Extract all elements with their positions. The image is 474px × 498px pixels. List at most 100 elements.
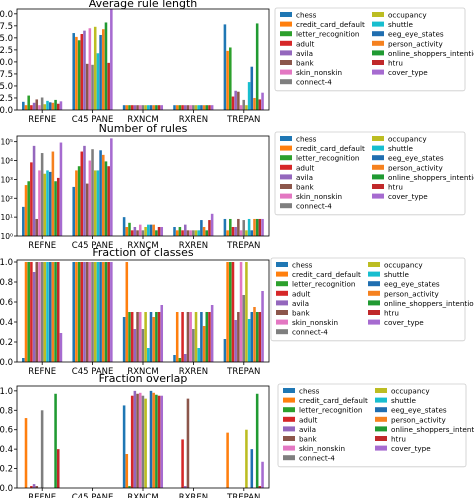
bar-shuttle-rxncm xyxy=(147,348,150,362)
bar-eeg_eye_states-refne xyxy=(48,102,52,110)
legend-label-credit_card_default: credit_card_default xyxy=(296,144,365,153)
legend-swatch-connect-4 xyxy=(280,79,292,85)
bar-htru-trepan xyxy=(258,312,262,362)
bar-skin_nonskin-rxren xyxy=(189,230,192,236)
bar-bank-refne xyxy=(35,486,39,488)
bar-online_shoppers_intention-rxncm xyxy=(155,230,158,236)
bar-chess-rxren xyxy=(173,355,176,362)
bar-shuttle-rxncm xyxy=(147,105,150,110)
legend-swatch-chess xyxy=(280,136,292,141)
legend-label-adult: adult xyxy=(296,39,315,48)
bar-bank-refne xyxy=(35,218,39,236)
bar-chess-c45-pane xyxy=(72,33,75,110)
bar-occupancy-rxren xyxy=(194,105,198,110)
legend: chesscredit_card_defaultletter_recogniti… xyxy=(270,257,474,342)
bar-htru-c45-pane xyxy=(107,262,110,362)
bar-online_shoppers_intention-rxren xyxy=(205,105,209,110)
bar-person_activity-rxren xyxy=(202,326,206,362)
bar-occupancy-c45-pane xyxy=(93,262,97,362)
legend-label-bank: bank xyxy=(296,183,315,192)
legend-label-bank: bank xyxy=(296,59,315,68)
x-tick-label: C45 PANE xyxy=(72,367,114,377)
bar-avila-c45-pane xyxy=(83,145,86,236)
bar-avila-rxren xyxy=(183,354,187,362)
bar-letter_recognition-rxncm xyxy=(128,312,131,362)
bar-cover_type-trepan xyxy=(261,92,264,110)
legend-label-person_activity: person_activity xyxy=(384,289,439,298)
y-tick-label: 12.5 xyxy=(0,46,13,56)
chart-panel-3: Fraction of classes 0.0 0.2 0.4 0.6 0.8 1.0 REF… xyxy=(0,246,474,377)
bar-eeg_eye_states-rxncm xyxy=(149,105,153,110)
legend-label-cover_type: cover_type xyxy=(391,444,431,453)
legend-label-eeg_eye_states: eeg_eye_states xyxy=(384,280,440,289)
bar-credit_card_default-trepan xyxy=(226,262,229,362)
bar-eeg_eye_states-trepan xyxy=(250,230,254,236)
y-tick-label: 17.5 xyxy=(0,22,13,32)
y-tick-label: 0.2 xyxy=(0,465,13,475)
bar-connect-4-rxncm xyxy=(141,105,145,110)
bar-htru-rxncm xyxy=(157,395,161,488)
bar-bank-trepan xyxy=(237,218,240,236)
y-tick-label: 5.0 xyxy=(0,82,13,92)
bar-letter_recognition-c45-pane xyxy=(77,40,81,111)
legend-label-htru: htru xyxy=(384,309,399,318)
legend-label-chess: chess xyxy=(296,11,317,20)
x-tick-label: RXNCM xyxy=(127,115,158,125)
bar-cover_type-refne xyxy=(59,101,63,110)
bar-htru-rxncm xyxy=(157,312,161,362)
bar-adult-refne xyxy=(30,486,33,488)
bar-skin_nonskin-trepan xyxy=(239,262,243,362)
legend-label-occupancy: occupancy xyxy=(388,135,427,144)
bar-avila-refne xyxy=(32,484,36,488)
legend-swatch-person_activity xyxy=(368,290,380,296)
legend-swatch-chess xyxy=(283,388,295,393)
legend-label-adult: adult xyxy=(296,163,315,172)
bar-person_activity-trepan xyxy=(253,97,256,110)
bar-adult-rxren xyxy=(181,230,184,236)
legend-label-letter_recognition: letter_recognition xyxy=(296,30,359,39)
bar-skin_nonskin-rxncm xyxy=(138,392,142,488)
legend-swatch-eeg_eye_states xyxy=(372,31,384,37)
y-tick-label: 0.0 xyxy=(0,358,13,368)
bar-htru-refne xyxy=(56,177,60,236)
bar-letter_recognition-refne xyxy=(27,181,30,236)
legend-label-letter_recognition: letter_recognition xyxy=(296,154,359,163)
bar-adult-refne xyxy=(30,105,33,110)
legend-swatch-shuttle xyxy=(372,145,384,151)
legend-swatch-cover_type xyxy=(372,193,384,199)
x-tick-label: C45 PANE xyxy=(72,115,114,125)
bar-connect-4-rxren xyxy=(192,329,195,362)
x-tick-label: RXREN xyxy=(179,241,208,251)
legend-box xyxy=(274,131,466,216)
bar-htru-rxren xyxy=(208,312,211,362)
legend-label-htru: htru xyxy=(388,59,403,68)
bar-chess-rxren xyxy=(173,227,176,236)
legend-swatch-occupancy xyxy=(368,262,380,267)
legend-swatch-eeg_eye_states xyxy=(372,155,384,161)
y-tick-label: 0.8 xyxy=(0,406,13,416)
legend-label-skin_nonskin: skin_nonskin xyxy=(296,192,342,201)
bar-occupancy-refne xyxy=(43,173,47,236)
bar-shuttle-refne xyxy=(46,262,49,362)
bar-credit_card_default-rxncm xyxy=(125,105,129,110)
bar-online_shoppers_intention-rxncm xyxy=(155,105,158,110)
bar-adult-c45-pane xyxy=(80,151,84,236)
bar-htru-refne xyxy=(56,103,60,110)
bar-skin_nonskin-trepan xyxy=(239,105,243,110)
legend-label-skin_nonskin: skin_nonskin xyxy=(292,318,338,327)
y-tick-label: 10⁰ xyxy=(0,232,13,241)
legend: chesscredit_card_defaultletter_recogniti… xyxy=(277,383,474,468)
bar-credit_card_default-rxncm xyxy=(125,454,129,488)
bar-eeg_eye_states-rxren xyxy=(200,220,203,236)
legend-box xyxy=(274,7,466,92)
bar-online_shoppers_intention-trepan xyxy=(255,312,259,362)
bar-adult-trepan xyxy=(231,262,235,362)
bar-skin_nonskin-rxren xyxy=(189,105,192,110)
bar-skin_nonskin-trepan xyxy=(239,230,243,236)
bar-bank-c45-pane xyxy=(85,63,89,110)
bar-person_activity-refne xyxy=(51,262,55,362)
bar-person_activity-rxncm xyxy=(152,224,155,236)
legend-swatch-online_shoppers_intention xyxy=(372,174,384,180)
legend-swatch-connect-4 xyxy=(276,329,288,335)
bar-connect-4-refne xyxy=(40,410,44,488)
